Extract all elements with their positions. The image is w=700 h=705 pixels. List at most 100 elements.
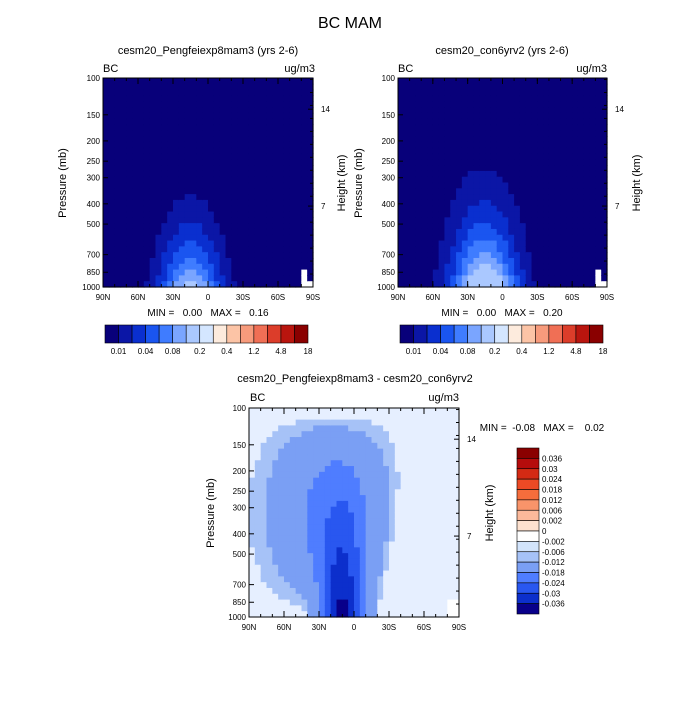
contour-cell <box>435 437 443 444</box>
contour-cell <box>429 419 437 427</box>
contour-cell <box>398 234 405 242</box>
contour-cell <box>456 188 463 195</box>
contour-cell <box>126 170 133 178</box>
panel-1-contour-fill <box>103 78 314 288</box>
contour-cell <box>336 413 343 421</box>
contour-cell <box>400 483 408 490</box>
contour-cell <box>409 130 417 137</box>
contour-cell <box>502 95 509 102</box>
contour-cell <box>289 605 297 612</box>
contour-cell <box>383 442 390 450</box>
contour-cell <box>473 118 480 126</box>
contour-cell <box>365 564 373 572</box>
contour-cell <box>359 599 367 606</box>
contour-cell <box>406 460 413 467</box>
contour-cell <box>249 483 256 490</box>
contour-cell <box>400 605 408 612</box>
contour-cell <box>260 611 268 618</box>
contour-cell <box>601 281 608 288</box>
contour-cell <box>554 78 562 85</box>
contour-cell <box>237 118 244 126</box>
contour-cell <box>313 553 320 560</box>
contour-cell <box>412 431 419 438</box>
contour-cell <box>108 147 116 155</box>
contour-cell <box>243 153 250 160</box>
contour-cell <box>412 495 419 502</box>
contour-cell <box>415 153 422 160</box>
contour-cell <box>444 217 451 224</box>
contour-cell <box>301 141 308 149</box>
contour-cell <box>589 83 596 91</box>
contour-cell <box>132 223 139 230</box>
contour-cell <box>266 558 273 566</box>
contour-cell <box>167 223 174 230</box>
contour-cell <box>560 252 567 259</box>
contour-cell <box>108 281 116 288</box>
contour-cell <box>389 599 396 606</box>
contour-cell <box>554 281 562 288</box>
contour-cell <box>432 147 440 155</box>
contour-cell <box>400 529 408 537</box>
contour-cell <box>266 153 273 160</box>
contour-cell <box>295 275 302 282</box>
contour-cell <box>406 512 413 519</box>
contour-cell <box>219 83 227 91</box>
contour-cell <box>330 599 338 606</box>
contour-cell <box>479 234 486 242</box>
contour-cell <box>225 124 232 131</box>
contour-cell <box>398 228 405 236</box>
contour-cell <box>196 136 203 143</box>
contour-cell <box>155 211 162 218</box>
contour-cell <box>583 107 591 114</box>
contour-cell <box>278 188 285 195</box>
contour-cell <box>225 246 232 253</box>
colorbar-swatch <box>516 509 540 521</box>
contour-cell <box>400 460 408 467</box>
contour-cell <box>313 582 320 589</box>
contour-cell <box>394 466 402 473</box>
contour-cell <box>359 524 367 531</box>
contour-cell <box>496 240 504 247</box>
contour-cell <box>447 541 454 548</box>
contour-cell <box>272 118 279 126</box>
contour-cell <box>377 454 384 461</box>
contour-cell <box>138 130 145 137</box>
contour-cell <box>496 269 504 276</box>
contour-cell <box>467 252 475 259</box>
contour-cell <box>138 83 145 91</box>
contour-cell <box>108 223 116 230</box>
contour-cell <box>225 269 232 276</box>
contour-cell <box>348 553 355 560</box>
contour-cell <box>456 223 463 230</box>
contour-cell <box>190 78 197 85</box>
contour-cell <box>403 275 411 282</box>
contour-cell <box>508 176 515 184</box>
contour-cell <box>283 176 291 184</box>
contour-cell <box>149 257 157 265</box>
contour-cell <box>167 194 174 201</box>
contour-cell <box>289 107 297 114</box>
contour-cell <box>371 512 378 519</box>
contour-cell <box>149 199 157 207</box>
contour-cell <box>467 118 475 126</box>
colorbar-label: 0.08 <box>165 347 181 356</box>
contour-cell <box>190 159 197 166</box>
contour-cell <box>295 564 303 572</box>
contour-cell <box>248 83 256 91</box>
contour-cell <box>266 78 273 85</box>
contour-cell <box>260 495 268 502</box>
contour-cell <box>406 570 413 577</box>
contour-cell <box>560 78 567 85</box>
contour-cell <box>514 147 521 155</box>
contour-cell <box>120 263 127 271</box>
contour-cell <box>403 252 411 259</box>
contour-cell <box>514 240 521 247</box>
contour-cell <box>295 431 303 438</box>
contour-cell <box>354 587 361 595</box>
colorbar-swatch <box>467 324 482 344</box>
contour-cell <box>389 593 396 601</box>
contour-cell <box>566 228 573 236</box>
contour-cell <box>319 535 326 543</box>
contour-cell <box>307 263 314 271</box>
contour-cell <box>502 78 509 85</box>
